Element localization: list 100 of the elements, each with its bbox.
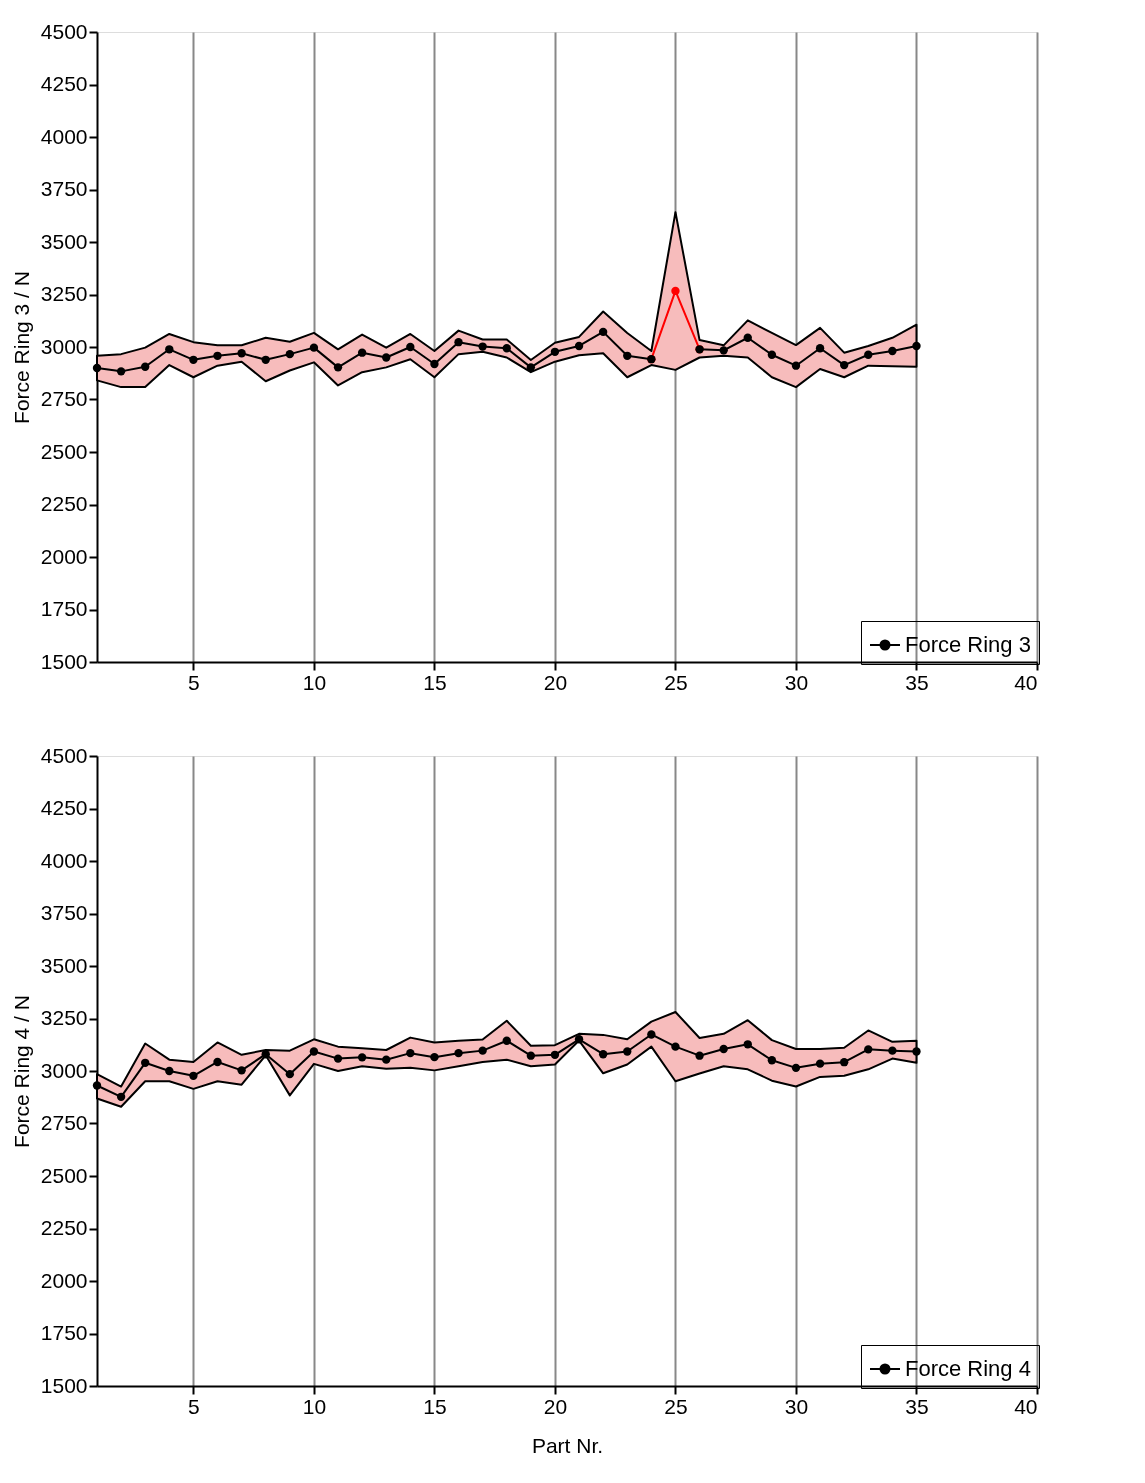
y-tick-label: 2750 (40, 387, 88, 410)
point (189, 1071, 198, 1080)
x-tick-label: 30 (784, 1394, 809, 1418)
point (647, 1030, 656, 1039)
point (189, 355, 198, 364)
y-tick-label: 3250 (40, 1006, 88, 1029)
point (864, 1045, 873, 1054)
legend-label: Force Ring 4 (905, 1356, 1031, 1381)
y-tick-label: 3000 (40, 1058, 88, 1082)
point (213, 351, 222, 360)
point (382, 1055, 391, 1064)
point (285, 1069, 294, 1079)
point (671, 286, 680, 296)
point (526, 1051, 536, 1060)
y-tick-label: 2500 (40, 1163, 88, 1187)
point (695, 1051, 704, 1060)
point (623, 351, 632, 360)
point (719, 346, 728, 355)
point (165, 345, 174, 354)
point (261, 355, 270, 364)
point (671, 1042, 680, 1051)
y-tick-label: 4500 (40, 743, 88, 767)
x-tick-label: 5 (188, 1394, 200, 1418)
x-tick-label: 15 (423, 1394, 447, 1418)
y-tick-label: 4250 (40, 72, 88, 95)
x-tick-label: 35 (905, 1394, 929, 1418)
y-tick-label: 2750 (40, 1111, 88, 1134)
point (454, 1048, 463, 1058)
point (815, 344, 825, 353)
point (791, 361, 801, 370)
y-tick-label: 1500 (40, 1373, 88, 1397)
x-tick-label: 35 (905, 670, 929, 694)
legend-label: Force Ring 3 (905, 632, 1031, 657)
point (912, 341, 921, 351)
point (574, 341, 584, 351)
point (623, 1047, 632, 1056)
point (92, 1081, 102, 1090)
point (791, 1063, 801, 1073)
point (550, 347, 560, 356)
point (285, 349, 294, 359)
point (743, 1040, 752, 1049)
y-tick-label: 2250 (40, 1216, 88, 1239)
x-tick-label: 15 (423, 670, 447, 694)
y-tick-label: 2250 (40, 492, 88, 515)
y-tick-label: 3500 (40, 229, 88, 253)
point (165, 1066, 174, 1076)
point (309, 1047, 319, 1056)
x-tick-label: 25 (664, 1394, 688, 1418)
point (454, 338, 463, 347)
point (598, 327, 608, 337)
point (309, 343, 319, 352)
point (92, 363, 102, 373)
x-tick-label: 20 (543, 1394, 568, 1418)
y-axis-title: Force Ring 3 / N (9, 271, 33, 424)
point (574, 1035, 584, 1044)
y-tick-label: 4000 (40, 124, 88, 148)
y-tick-label: 3250 (40, 282, 88, 305)
y-tick-label: 2000 (40, 544, 88, 568)
y-tick-label: 3000 (40, 334, 88, 358)
point (526, 363, 536, 372)
x-tick-label: 20 (543, 670, 568, 694)
point (767, 350, 777, 359)
point (888, 1046, 897, 1055)
point (382, 353, 391, 362)
y-tick-label: 4500 (40, 19, 88, 43)
point (430, 1052, 439, 1062)
point (141, 362, 150, 371)
point (237, 1066, 246, 1075)
point (357, 1053, 367, 1062)
y-tick-label: 1750 (40, 597, 88, 620)
point (213, 1057, 222, 1067)
y-tick-label: 3750 (40, 901, 88, 924)
point (502, 344, 511, 353)
x-tick-label: 10 (302, 670, 327, 694)
point (430, 359, 439, 369)
point (743, 333, 752, 342)
y-tick-label: 2500 (40, 439, 88, 463)
y-tick-label: 1750 (40, 1321, 88, 1344)
y-tick-label: 1500 (40, 649, 88, 673)
point (357, 348, 367, 357)
point (840, 360, 849, 370)
point (502, 1036, 511, 1045)
point (406, 1048, 415, 1058)
point (840, 1058, 849, 1067)
x-tick-label: 40 (1014, 1394, 1038, 1418)
point (767, 1056, 777, 1065)
point (478, 342, 487, 351)
x-axis-title: Part Nr. (531, 1433, 604, 1457)
point (406, 342, 415, 352)
point (912, 1047, 921, 1056)
point (598, 1050, 608, 1059)
y-tick-label: 4000 (40, 848, 88, 872)
point (141, 1058, 150, 1067)
y-tick-label: 4250 (40, 796, 88, 819)
y-tick-label: 3500 (40, 953, 88, 977)
point (261, 1050, 270, 1059)
y-axis-title: Force Ring 4 / N (9, 995, 33, 1148)
x-tick-label: 5 (188, 670, 200, 694)
point (116, 1092, 126, 1101)
x-tick-label: 10 (302, 1394, 327, 1418)
